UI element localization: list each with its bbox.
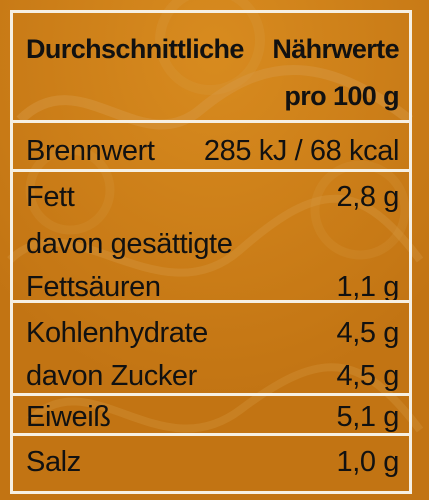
row-label-kohlenhydrate: Kohlenhydrate xyxy=(26,317,208,349)
row-value-salz: 1,0 g xyxy=(336,446,400,478)
nutrition-table: Durchschnittliche Nährwerte pro 100 g Br… xyxy=(10,10,412,494)
row-label-davon-gesaettigte: davon gesättigte xyxy=(26,228,233,260)
row-label-eiweiss: Eiweiß xyxy=(26,401,111,433)
header-left: Durchschnittliche xyxy=(26,34,244,64)
separator-kohlenhydrate xyxy=(13,393,409,396)
header-right-line2: pro 100 g xyxy=(284,81,399,111)
row-value-fett: 2,8 g xyxy=(336,181,400,213)
row-label-davon-zucker: davon Zucker xyxy=(26,360,197,392)
row-label-salz: Salz xyxy=(26,446,81,478)
separator-brennwert xyxy=(13,169,409,172)
row-label-fett: Fett xyxy=(26,181,75,213)
separator-eiweiss xyxy=(13,433,409,436)
row-value-kohlenhydrate: 4,5 g xyxy=(336,317,400,349)
row-label-fettsaeuren: Fettsäuren xyxy=(26,271,161,303)
separator-header xyxy=(13,120,409,123)
row-value-davon-zucker: 4,5 g xyxy=(336,360,400,392)
row-value-eiweiss: 5,1 g xyxy=(336,401,400,433)
row-label-brennwert: Brennwert xyxy=(26,135,155,167)
row-value-brennwert: 285 kJ / 68 kcal xyxy=(203,135,400,167)
row-value-fettsaeuren: 1,1 g xyxy=(336,271,400,303)
separator-fett xyxy=(13,300,409,303)
header-right-line1: Nährwerte xyxy=(272,34,399,64)
